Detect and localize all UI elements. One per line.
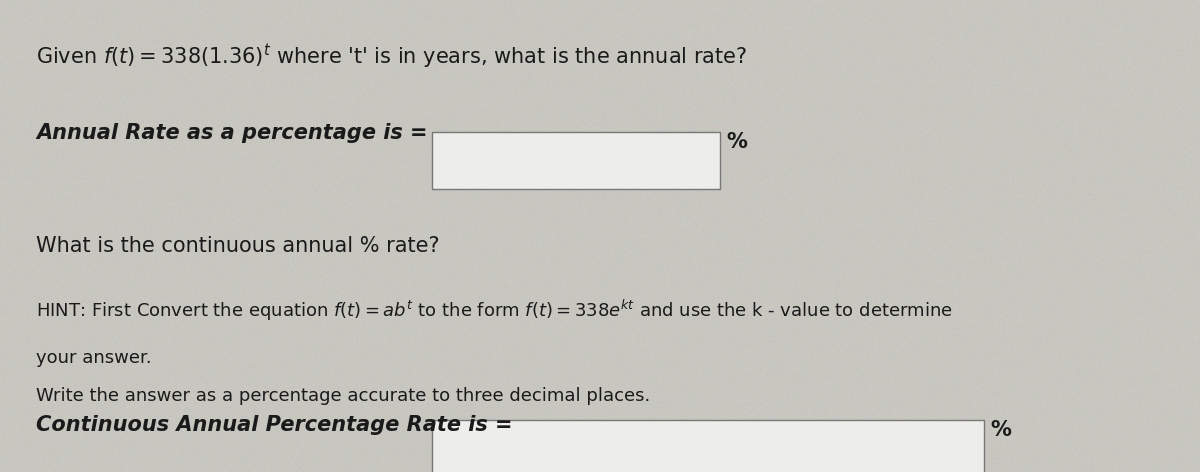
Text: Write the answer as a percentage accurate to three decimal places.: Write the answer as a percentage accurat… (36, 387, 650, 405)
Text: What is the continuous annual % rate?: What is the continuous annual % rate? (36, 236, 439, 256)
Text: HINT: First Convert the equation $f(t) = ab^t$ to the form $f(t) = 338e^{kt}$ an: HINT: First Convert the equation $f(t) =… (36, 297, 953, 322)
FancyBboxPatch shape (432, 132, 720, 189)
Text: %: % (726, 132, 746, 152)
Text: %: % (990, 420, 1010, 440)
Text: your answer.: your answer. (36, 349, 151, 367)
FancyBboxPatch shape (432, 420, 984, 472)
Text: Given $f(t) = 338(1.36)^t$ where 't' is in years, what is the annual rate?: Given $f(t) = 338(1.36)^t$ where 't' is … (36, 42, 748, 71)
Text: Annual Rate as a percentage is =: Annual Rate as a percentage is = (36, 123, 427, 143)
Text: Continuous Annual Percentage Rate is =: Continuous Annual Percentage Rate is = (36, 415, 512, 435)
